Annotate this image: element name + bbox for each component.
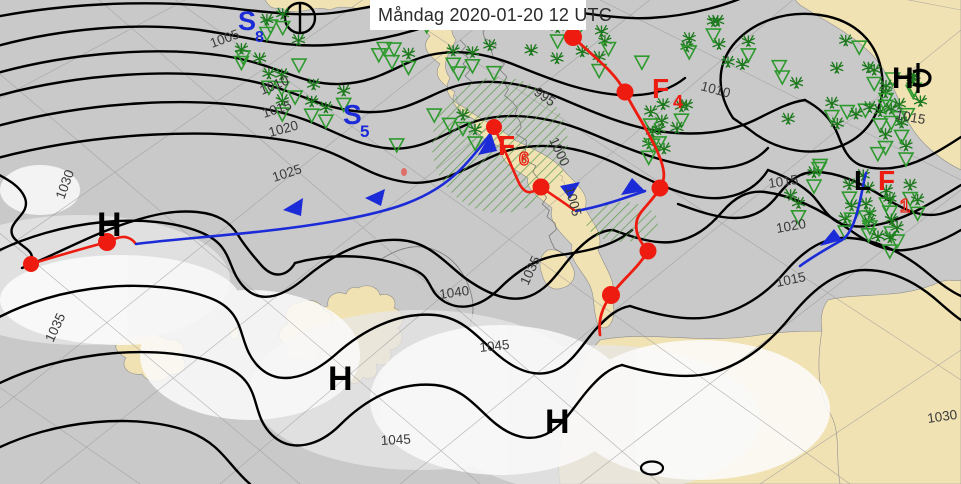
- svg-text:F: F: [878, 165, 895, 196]
- svg-text:6: 6: [519, 149, 529, 169]
- svg-text:L: L: [854, 165, 871, 196]
- svg-text:4: 4: [673, 92, 683, 112]
- svg-text:8: 8: [255, 29, 264, 46]
- svg-text:5: 5: [360, 122, 369, 141]
- svg-text:S: S: [343, 99, 362, 130]
- svg-text:H: H: [545, 403, 570, 441]
- svg-text:H: H: [328, 360, 353, 398]
- svg-text:1: 1: [900, 196, 910, 216]
- svg-text:H: H: [97, 206, 122, 244]
- svg-text:1045: 1045: [380, 431, 411, 448]
- svg-text:1045: 1045: [479, 337, 510, 355]
- svg-text:H: H: [892, 62, 914, 95]
- svg-text:S: S: [238, 6, 256, 36]
- svg-text:F: F: [498, 130, 515, 161]
- svg-text:F: F: [652, 73, 669, 104]
